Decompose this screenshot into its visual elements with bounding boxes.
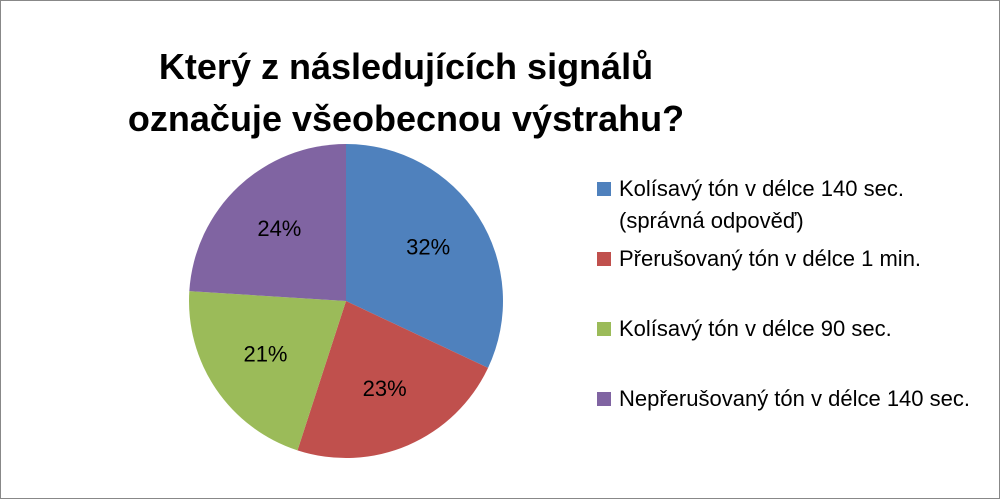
- legend-item: Přerušovaný tón v délce 1 min.: [597, 243, 992, 275]
- legend-label: Kolísavý tón v délce 140 sec. (správná o…: [619, 176, 904, 233]
- legend-label: Nepřerušovaný tón v délce 140 sec.: [619, 386, 970, 411]
- pie-slice: [189, 144, 346, 301]
- pie-slice: [346, 144, 503, 368]
- legend-item: Nepřerušovaný tón v délce 140 sec.: [597, 383, 992, 415]
- legend-swatch: [597, 182, 611, 196]
- legend-swatch: [597, 322, 611, 336]
- pie-slice: [189, 291, 346, 451]
- legend-swatch: [597, 252, 611, 266]
- legend-label: Přerušovaný tón v délce 1 min.: [619, 246, 922, 271]
- data-label: 21%: [243, 342, 287, 367]
- data-label: 24%: [257, 216, 301, 241]
- data-label: 23%: [363, 376, 407, 401]
- legend-swatch: [597, 392, 611, 406]
- legend-label: Kolísavý tón v délce 90 sec.: [619, 316, 892, 341]
- legend-item: Kolísavý tón v délce 140 sec. (správná o…: [597, 173, 992, 237]
- data-label: 32%: [406, 235, 450, 260]
- pie-slice: [297, 301, 489, 459]
- chart-title: Který z následujících signálů označuje v…: [127, 46, 685, 139]
- legend-item: Kolísavý tón v délce 90 sec.: [597, 313, 992, 345]
